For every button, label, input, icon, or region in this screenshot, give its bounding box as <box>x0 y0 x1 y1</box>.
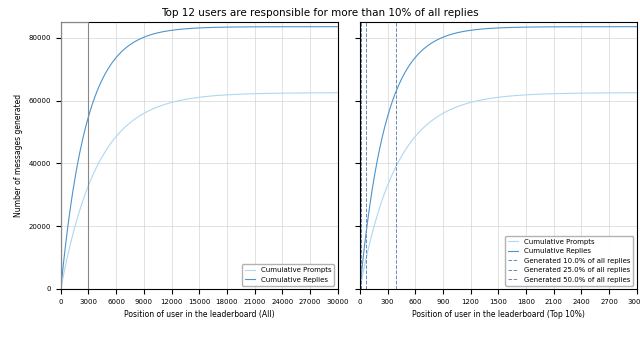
Generated 50.0% of all replies <box>392 287 400 291</box>
Line: Cumulative Prompts: Cumulative Prompts <box>61 93 338 289</box>
Line: Cumulative Replies: Cumulative Replies <box>360 27 637 288</box>
Cumulative Prompts <box>57 287 65 291</box>
Cumulative Prompts <box>388 174 396 178</box>
Legend: Cumulative Prompts, Cumulative Replies, Generated 10.0% of all replies, Generate: Cumulative Prompts, Cumulative Replies, … <box>506 236 634 286</box>
Legend: Cumulative Prompts, Cumulative Replies: Cumulative Prompts, Cumulative Replies <box>242 265 334 286</box>
Cumulative Prompts <box>66 245 74 249</box>
Cumulative Prompts <box>598 91 605 95</box>
Line: Cumulative Prompts: Cumulative Prompts <box>360 93 637 289</box>
Generated 25.0% of all replies <box>362 287 370 291</box>
Cumulative Prompts <box>462 102 470 106</box>
Line: Cumulative Replies: Cumulative Replies <box>61 27 338 289</box>
Text: Top 12 users are responsible for more than 10% of all replies: Top 12 users are responsible for more th… <box>161 8 479 19</box>
Cumulative Prompts <box>474 99 482 103</box>
Cumulative Prompts <box>87 177 95 182</box>
Cumulative Prompts <box>124 123 131 127</box>
Cumulative Replies <box>124 45 131 49</box>
Cumulative Replies <box>66 211 74 215</box>
Cumulative Prompts <box>627 91 635 95</box>
Y-axis label: Number of messages generated: Number of messages generated <box>14 94 23 217</box>
Cumulative Replies <box>404 66 412 70</box>
Cumulative Prompts <box>334 91 342 95</box>
X-axis label: Position of user in the leaderboard (Top 10%): Position of user in the leaderboard (Top… <box>412 310 585 319</box>
Cumulative Replies <box>118 50 125 54</box>
Cumulative Prompts <box>118 128 125 132</box>
Cumulative Prompts <box>633 91 640 95</box>
Generated 25.0% of all replies <box>362 287 370 291</box>
Cumulative Replies <box>633 25 640 29</box>
Cumulative Prompts <box>404 144 412 148</box>
Cumulative Prompts <box>297 91 305 95</box>
Cumulative Replies <box>462 29 470 33</box>
Cumulative Replies <box>297 25 305 29</box>
Generated 50.0% of all replies <box>392 287 400 291</box>
Cumulative Replies <box>627 25 635 29</box>
Cumulative Prompts <box>356 287 364 291</box>
Cumulative Replies <box>57 287 65 291</box>
X-axis label: Position of user in the leaderboard (All): Position of user in the leaderboard (All… <box>124 310 275 319</box>
Cumulative Replies <box>388 102 396 106</box>
Cumulative Replies <box>598 25 605 29</box>
Cumulative Replies <box>474 27 482 31</box>
Cumulative Replies <box>356 286 364 290</box>
Cumulative Replies <box>87 106 95 110</box>
Generated 10.0% of all replies <box>357 287 365 291</box>
Cumulative Replies <box>334 25 342 29</box>
Generated 10.0% of all replies <box>357 287 365 291</box>
Cumulative Replies <box>204 26 211 30</box>
Cumulative Prompts <box>204 94 211 98</box>
